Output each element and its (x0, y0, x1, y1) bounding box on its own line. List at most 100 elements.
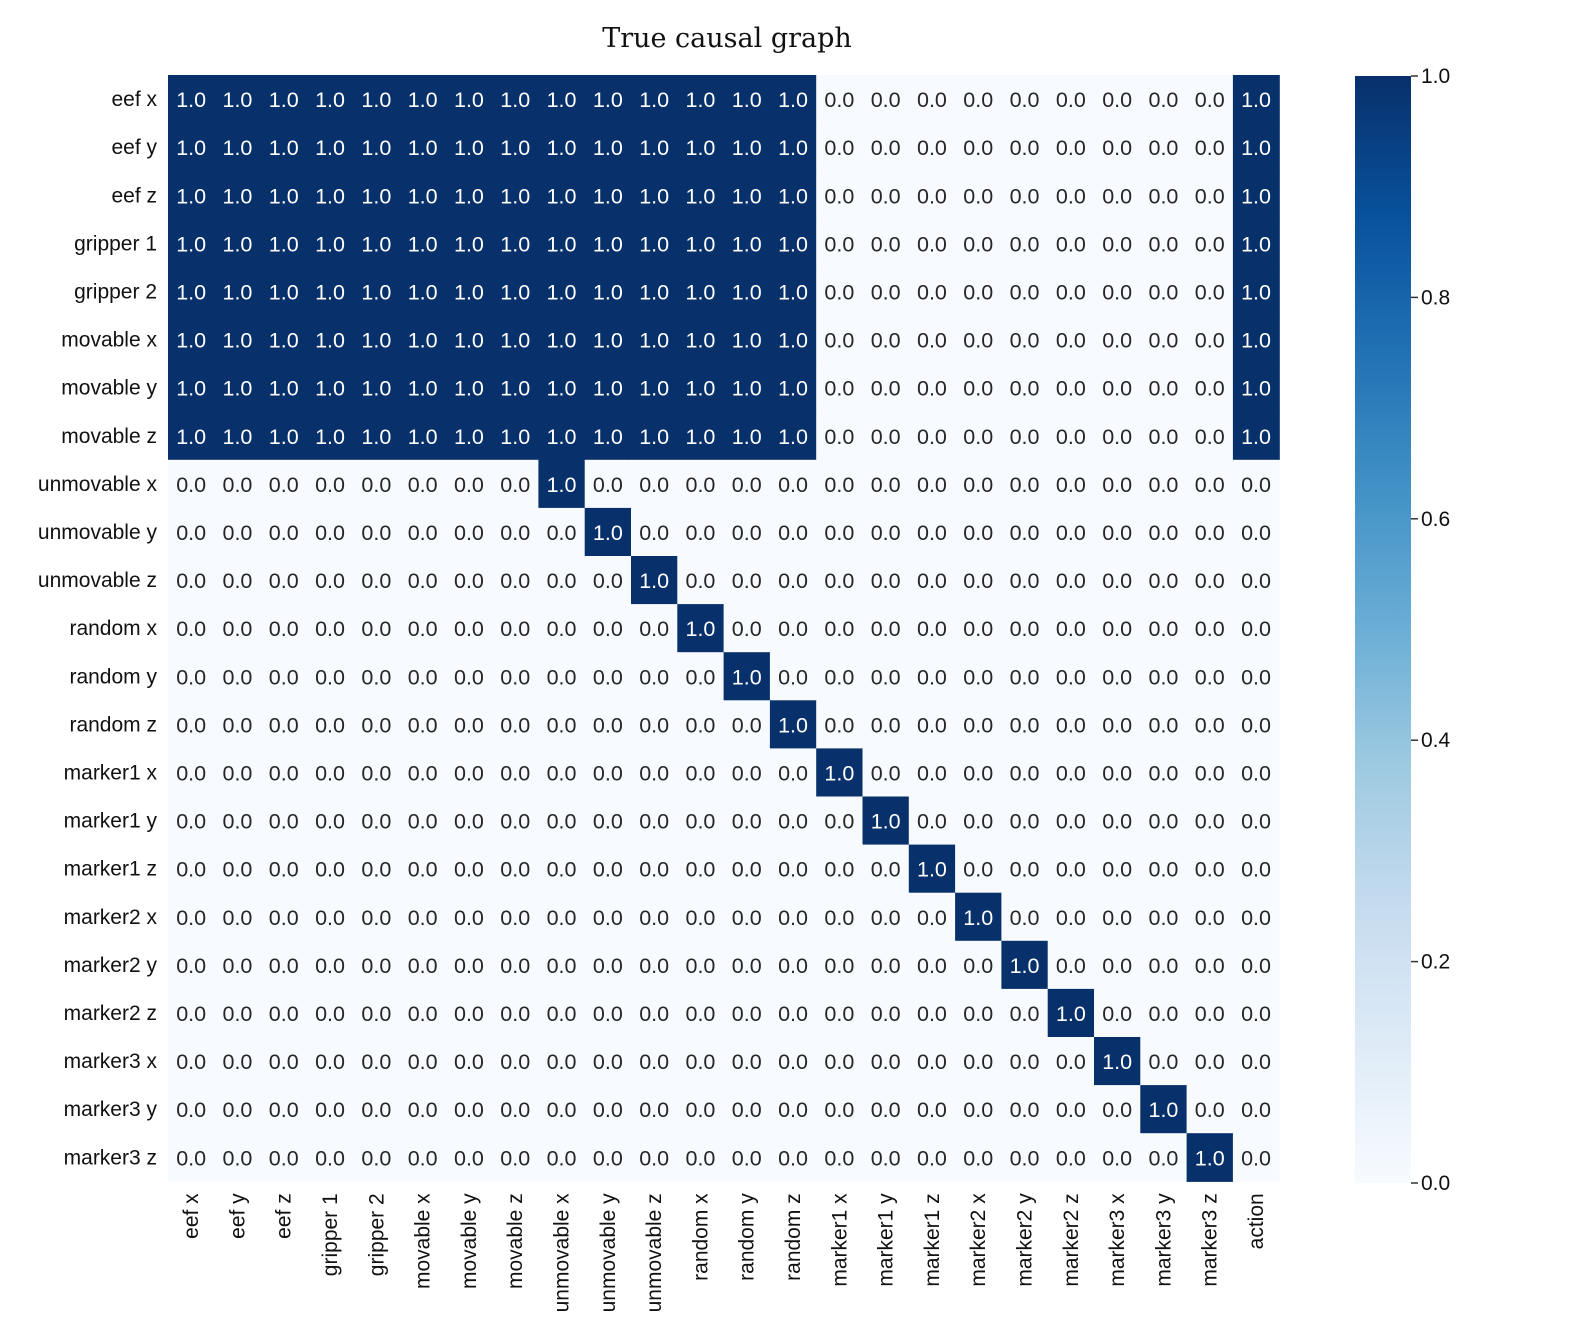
cell-value-label: 0.0 (1241, 1050, 1271, 1074)
heatmap-cell (1140, 267, 1188, 317)
cell-value-label: 1.0 (1241, 280, 1271, 304)
heatmap-cell (955, 315, 1002, 365)
heatmap-cell (399, 700, 447, 749)
heatmap-cell (492, 556, 539, 605)
heatmap-cell (260, 1085, 308, 1134)
heatmap-cell (1001, 363, 1049, 413)
cell-value-label: 0.0 (639, 1146, 669, 1170)
cell-value-label: 1.0 (1241, 136, 1271, 160)
column-label: eef z (273, 1193, 296, 1239)
cell-value-label: 0.0 (824, 184, 854, 208)
cell-value-label: 0.0 (547, 906, 577, 930)
cell-value-label: 0.0 (1056, 954, 1086, 978)
heatmap-cell (955, 748, 1002, 798)
cell-value-label: 0.0 (1195, 1098, 1225, 1122)
cell-value-label: 0.0 (223, 569, 253, 593)
heatmap-cell (1186, 700, 1234, 749)
heatmap-cells: 1.0 1.0 1.0 1.0 1.0 1.0 1.0 1.0 1.0 1.0 1.0 1.0 1.0 1… (168, 75, 1280, 1182)
heatmap-cell (399, 123, 447, 172)
cell-value-label: 0.0 (732, 1098, 762, 1122)
heatmap-cell (538, 315, 586, 365)
cell-value-label: 0.0 (408, 569, 438, 593)
heatmap-cell (816, 219, 864, 268)
heatmap-cell (306, 700, 354, 749)
heatmap-cell (399, 796, 447, 846)
heatmap-cell (214, 700, 262, 749)
heatmap-cell (677, 796, 725, 846)
heatmap-cell (769, 1037, 817, 1086)
row-label: movable z (61, 425, 157, 448)
cell-value-label: 1.0 (315, 329, 345, 353)
heatmap-cell (399, 75, 447, 124)
cell-value-label: 0.0 (871, 136, 901, 160)
heatmap-cell (955, 940, 1002, 990)
heatmap-cell (908, 652, 956, 701)
cell-value-label: 0.0 (778, 1146, 808, 1170)
cell-value-label: 1.0 (778, 713, 808, 737)
cell-value-label: 0.0 (1010, 232, 1040, 256)
row-label: marker2 y (64, 954, 158, 977)
heatmap-cell (769, 75, 817, 124)
heatmap-cell (1047, 1085, 1095, 1134)
cell-value-label: 0.0 (1241, 1002, 1271, 1026)
heatmap-cell (168, 652, 215, 701)
heatmap-cell (445, 459, 493, 509)
cell-value-label: 1.0 (408, 329, 438, 353)
cell-value-label: 0.0 (454, 665, 484, 689)
cell-value-label: 0.0 (871, 184, 901, 208)
heatmap-cell (955, 1133, 1002, 1182)
heatmap-cell (214, 75, 262, 124)
cell-value-label: 0.0 (315, 1002, 345, 1026)
cell-value-label: 0.0 (408, 1146, 438, 1170)
heatmap-cell (862, 700, 910, 749)
cell-value-label: 0.0 (315, 1098, 345, 1122)
cell-value-label: 0.0 (1241, 906, 1271, 930)
heatmap-cell (306, 171, 354, 220)
cell-value-label: 0.0 (176, 906, 206, 930)
cell-value-label: 1.0 (269, 184, 299, 208)
cell-value-label: 0.0 (454, 713, 484, 737)
heatmap-cell (584, 459, 632, 509)
row-label: eef y (111, 136, 157, 159)
heatmap-cell (214, 267, 262, 317)
cell-value-label: 1.0 (1241, 425, 1271, 449)
heatmap-cell (168, 700, 215, 749)
heatmap-cell (1047, 315, 1095, 365)
heatmap-cell (631, 1037, 678, 1086)
cell-value-label: 0.0 (963, 425, 993, 449)
heatmap-cell (492, 1037, 539, 1086)
cell-value-label: 0.0 (824, 88, 854, 112)
heatmap-cell (908, 748, 956, 798)
heatmap-cell (584, 748, 632, 798)
heatmap-cell (816, 1133, 864, 1182)
cell-value-label: 0.0 (1056, 329, 1086, 353)
heatmap-cell (1232, 604, 1280, 653)
heatmap-cell (214, 796, 262, 846)
heatmap-cell (1186, 844, 1234, 894)
cell-value-label: 1.0 (547, 425, 577, 449)
heatmap-cell (1186, 556, 1234, 605)
cell-value-label: 1.0 (315, 88, 345, 112)
heatmap-cell (816, 652, 864, 701)
heatmap-cell (908, 844, 956, 894)
heatmap-cell (723, 844, 771, 894)
cell-value-label: 0.0 (778, 1050, 808, 1074)
cell-value-label: 0.0 (1010, 569, 1040, 593)
heatmap-cell (769, 844, 817, 894)
heatmap-cell (168, 315, 215, 365)
cell-value-label: 0.0 (593, 1050, 623, 1074)
heatmap-cell (1140, 1133, 1188, 1182)
cell-value-label: 0.0 (639, 906, 669, 930)
cell-value-label: 0.0 (686, 954, 716, 978)
heatmap-cell (1001, 123, 1049, 172)
cell-value-label: 0.0 (500, 1098, 530, 1122)
cell-value-label: 0.0 (824, 136, 854, 160)
cell-value-label: 0.0 (1056, 232, 1086, 256)
cell-value-label: 0.0 (1241, 521, 1271, 545)
cell-value-label: 0.0 (1010, 473, 1040, 497)
cell-value-label: 0.0 (639, 665, 669, 689)
heatmap-cell (1186, 507, 1234, 557)
cell-value-label: 0.0 (500, 1050, 530, 1074)
heatmap-cell (1232, 459, 1280, 509)
cell-value-label: 0.0 (1056, 713, 1086, 737)
